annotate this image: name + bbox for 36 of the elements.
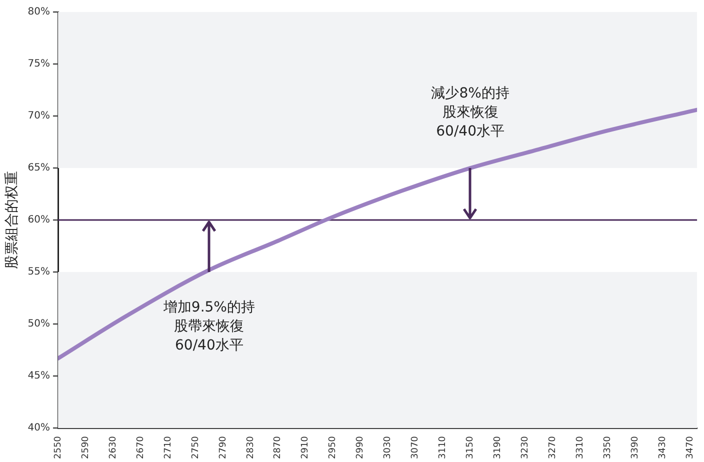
x-tick-label: 3270 (548, 436, 558, 459)
y-tick-label: 70% (28, 110, 50, 122)
x-tick-label: 2990 (356, 436, 366, 459)
x-tick-label: 3070 (410, 436, 421, 459)
y-tick-label: 80% (28, 6, 50, 18)
x-tick-label: 2870 (273, 436, 284, 459)
x-tick-label: 3150 (466, 436, 476, 459)
x-tick-label: 2910 (300, 436, 311, 459)
x-tick-label: 3030 (383, 436, 394, 459)
x-tick-label: 3190 (493, 436, 504, 459)
x-tick-label: 2830 (246, 436, 256, 459)
x-tick-label: 3230 (520, 436, 531, 459)
x-tick-label: 2550 (53, 436, 64, 459)
x-tick-label: 2950 (328, 436, 338, 459)
x-tick-label: 2630 (108, 436, 118, 459)
x-tick-label: 3310 (576, 436, 586, 459)
x-tick-label: 3470 (686, 436, 696, 459)
y-tick-label: 50% (28, 318, 50, 330)
y-tick-label: 60% (28, 214, 50, 226)
y-tick-label: 55% (28, 266, 50, 278)
x-tick-label: 3350 (603, 436, 614, 459)
y-axis-title: 股票組合的权重 (4, 171, 20, 270)
x-tick-label: 2790 (218, 436, 228, 459)
annotation: 減少8%的持股來恢復60/40水平 (431, 86, 510, 140)
y-tick-label: 75% (28, 58, 50, 70)
x-tick-label: 3390 (630, 436, 641, 459)
x-tick-label: 2590 (80, 436, 91, 459)
x-tick-label: 3110 (438, 436, 448, 459)
x-tick-label: 3430 (658, 436, 668, 459)
annotation: 增加9.5%的持股帶來恢復60/40水平 (162, 300, 255, 354)
y-tick-label: 65% (28, 162, 50, 174)
y-tick-label: 40% (28, 422, 50, 434)
y-tick-label: 45% (28, 370, 50, 382)
x-tick-label: 2710 (163, 436, 174, 459)
x-tick-label: 2750 (190, 436, 201, 459)
x-tick-label: 2670 (136, 436, 146, 459)
